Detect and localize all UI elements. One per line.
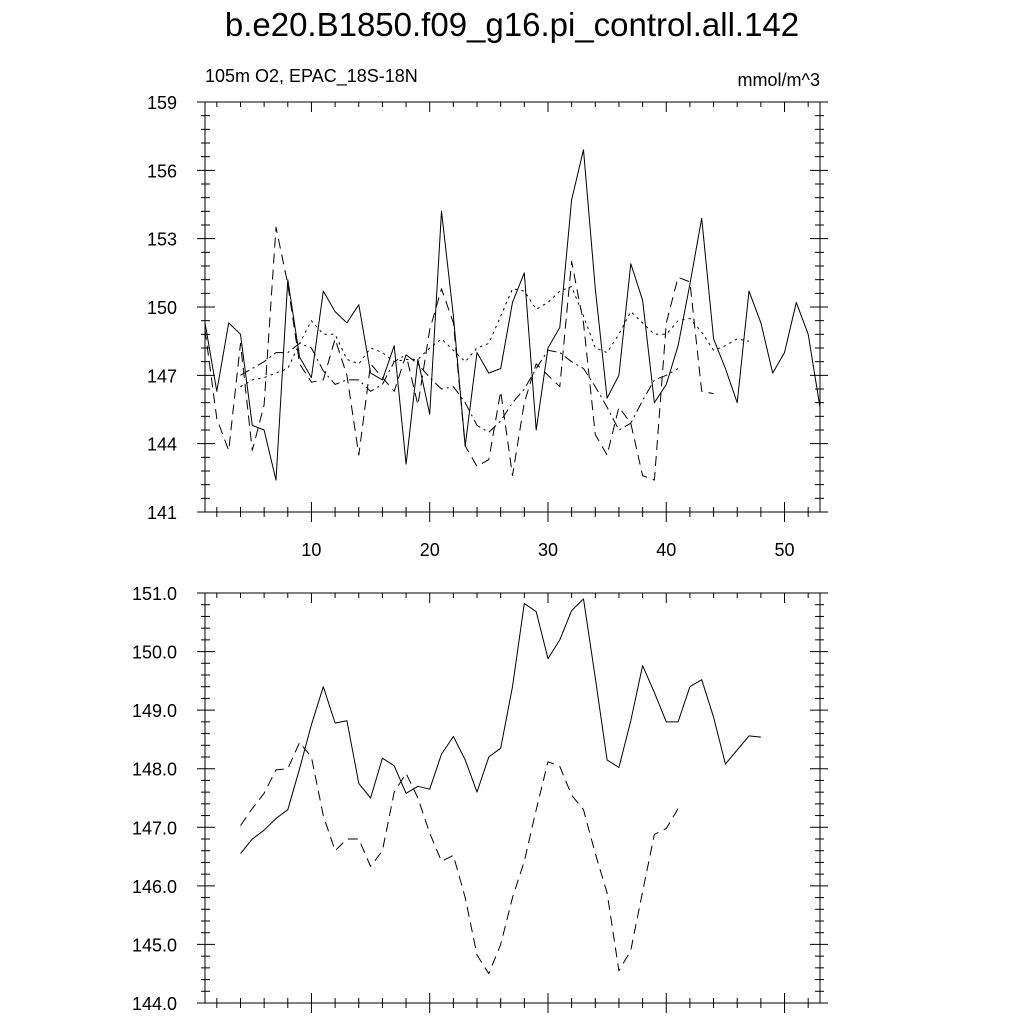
chart-subtitle-left: 105m O2, EPAC_18S-18N [205, 66, 418, 86]
series-line-dotted [240, 286, 750, 388]
y-tick-label: 141 [147, 503, 177, 523]
x-tick-label: 30 [538, 540, 558, 560]
series-line-dashed [240, 741, 679, 975]
series-line-solid [204, 149, 821, 481]
units-label: mmol/m^3 [737, 70, 820, 90]
series-line-dashdot [240, 342, 679, 433]
y-tick-label: 150 [147, 298, 177, 318]
y-tick-label: 144.0 [132, 994, 177, 1014]
y-tick-label: 147.0 [132, 818, 177, 838]
series-line-solid [240, 598, 761, 854]
y-tick-label: 145.0 [132, 935, 177, 955]
y-tick-label: 149.0 [132, 701, 177, 721]
x-tick-label: 50 [775, 540, 795, 560]
y-tick-label: 150.0 [132, 643, 177, 663]
chart-title: b.e20.B1850.f09_g16.pi_control.all.142 [224, 6, 800, 43]
y-tick-label: 147 [147, 366, 177, 386]
plot-frame-2 [204, 592, 821, 1004]
series-line-dashed [204, 226, 714, 481]
y-tick-label: 144 [147, 435, 177, 455]
x-tick-label: 10 [301, 540, 321, 560]
y-tick-label: 159 [147, 93, 177, 113]
y-tick-label: 146.0 [132, 877, 177, 897]
x-tick-label: 40 [656, 540, 676, 560]
plot-frame-1 [204, 101, 821, 513]
y-tick-label: 153 [147, 230, 177, 250]
y-tick-label: 151.0 [132, 584, 177, 604]
y-tick-label: 148.0 [132, 760, 177, 780]
y-tick-label: 156 [147, 161, 177, 181]
x-tick-label: 20 [420, 540, 440, 560]
